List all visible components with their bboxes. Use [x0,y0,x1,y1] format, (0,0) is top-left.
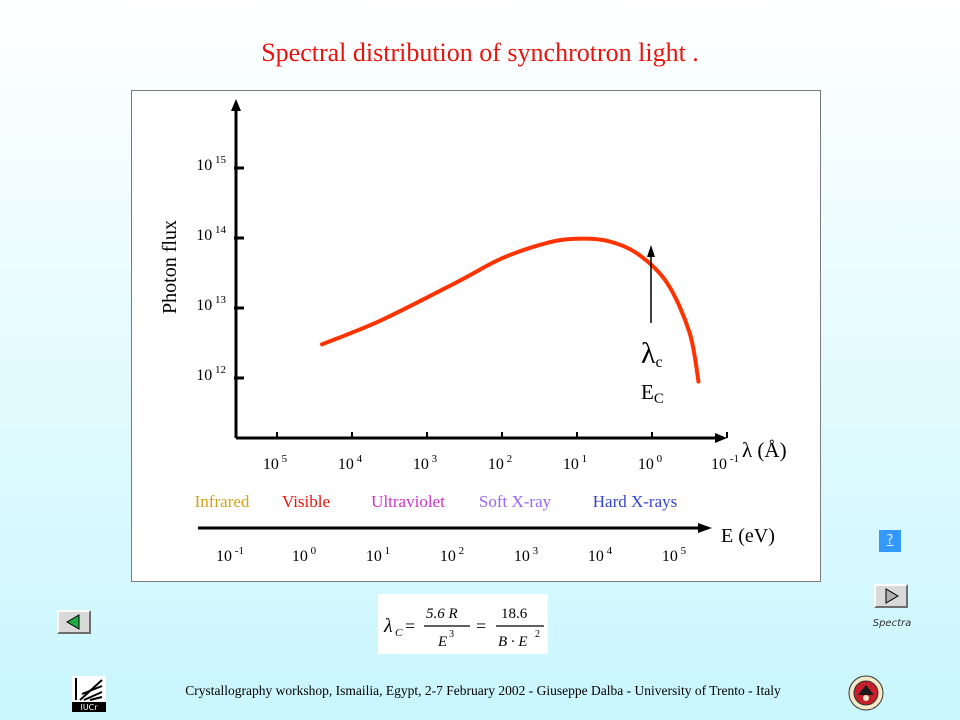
critical-wavelength-label: λc [641,337,663,371]
footer-credits: Crystallography workshop, Ismailia, Egyp… [185,683,781,698]
wavelength-axis-label: λ (Å) [742,438,787,462]
university-seal-icon [848,673,884,713]
wavelength-tick-label: 10 1 [563,453,587,473]
x-axis-arrow [715,433,727,443]
region-label: Soft X-ray [479,492,552,511]
formula-equals-1: = [405,616,415,636]
help-link[interactable]: ? [879,530,901,552]
formula-frac1-numerator: 5.6 R [426,606,458,622]
energy-tick-label: 10 3 [514,545,539,565]
critical-wavelength-formula: λ C = 5.6 R E 3 = 18.6 B · E 2 [378,594,548,654]
wavelength-tick-label: 10 3 [413,453,438,473]
y-axis-arrow [231,99,241,111]
page-title: Spectral distribution of synchrotron lig… [261,38,699,67]
formula-lambda-sub: C [395,627,403,639]
spectra-label: Spectra [872,618,912,629]
triangle-left-icon [66,614,80,630]
y-tick-label: 10 13 [196,294,226,314]
energy-tick-label: 10 1 [366,545,390,565]
formula-lambda: λ [383,615,393,637]
wavelength-tick-label: 10 0 [638,453,663,473]
y-tick-label: 10 14 [196,224,226,244]
energy-tick-label: 10 2 [440,545,464,565]
y-tick-label: 10 12 [196,364,226,384]
critical-wavelength-arrowhead [647,245,655,257]
energy-tick-label: 10 5 [662,545,687,565]
formula-frac1-exponent: 3 [449,629,454,640]
triangle-right-icon [885,588,899,604]
formula-frac1-denominator: E [437,634,447,650]
iucr-logo-text: IUCr [80,703,98,712]
formula-equals-2: = [476,616,486,636]
formula-frac2-denominator: B · E [498,634,528,650]
region-label: Ultraviolet [371,492,445,511]
region-label: Hard X-rays [593,492,678,511]
wavelength-tick-label: 10 4 [338,453,363,473]
wavelength-tick-label: 10 5 [263,453,288,473]
next-slide-button[interactable] [874,584,908,608]
wavelength-tick-label: 10 2 [488,453,512,473]
region-label: Visible [282,492,330,511]
formula-frac2-exponent: 2 [535,629,540,640]
formula-frac2-numerator: 18.6 [501,606,528,622]
energy-tick-label: 10 0 [292,545,317,565]
spectrum-curve [320,236,701,384]
energy-axis-label: E (eV) [721,525,775,547]
iucr-logo: IUCr [72,676,106,712]
energy-tick-label: 10 -1 [216,545,244,565]
synchrotron-spectrum-chart: 10 12 10 13 10 14 10 15 Photon flux 10 5 10 4 1… [159,99,787,565]
chart-panel: 10 12 10 13 10 14 10 15 Photon flux 10 5 10 4 1… [131,90,821,582]
wavelength-tick-label: 10 -1 [711,453,739,473]
region-label: Infrared [195,492,250,511]
critical-energy-label: EC [641,380,664,407]
y-axis-label: Photon flux [159,220,181,314]
energy-axis-arrow [698,523,712,533]
energy-tick-label: 10 4 [588,545,613,565]
previous-slide-button[interactable] [57,610,91,634]
y-tick-label: 10 15 [196,154,226,174]
